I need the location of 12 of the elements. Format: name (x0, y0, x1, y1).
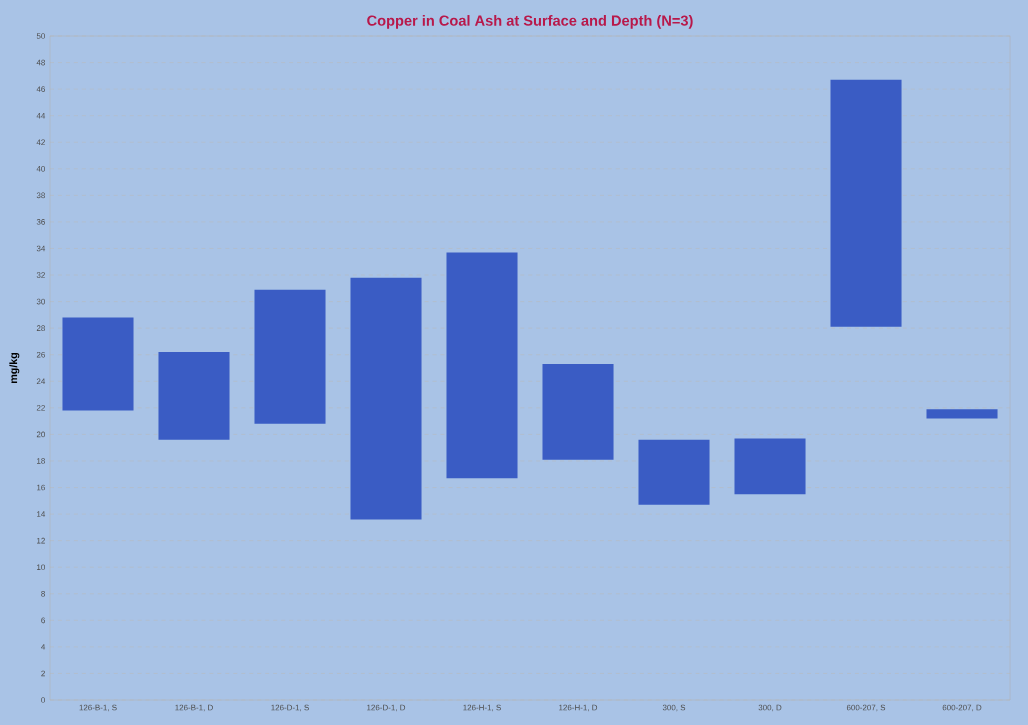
bar (830, 79, 902, 327)
bar (62, 317, 134, 411)
bar (542, 364, 614, 460)
bar (638, 439, 710, 505)
bar (926, 409, 998, 419)
bar (254, 289, 326, 424)
y-axis-title: mg/kg (9, 353, 20, 383)
chart-title: Copper in Coal Ash at Surface and Depth (N=3) (367, 15, 693, 29)
bar (446, 252, 518, 479)
bar (158, 352, 230, 440)
bar (734, 438, 806, 495)
bar (350, 277, 422, 520)
